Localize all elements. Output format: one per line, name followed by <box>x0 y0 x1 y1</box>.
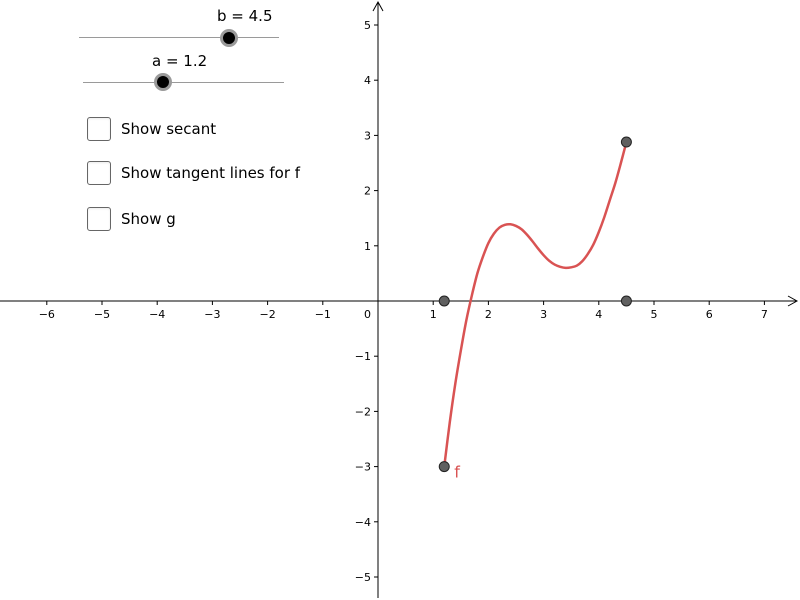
x-tick-label: −2 <box>259 308 275 321</box>
slider-b-track[interactable] <box>79 37 279 38</box>
slider-b-label: b = 4.5 <box>217 7 273 25</box>
checkbox-show-g[interactable]: Show g <box>87 207 176 231</box>
x-axis-arrow <box>787 295 799 307</box>
x-tick-label: −3 <box>204 308 220 321</box>
x-tick-label: 4 <box>595 308 602 321</box>
slider-b-knob[interactable] <box>220 29 238 47</box>
point[interactable] <box>438 295 450 307</box>
checkbox-show-secant[interactable]: Show secant <box>87 117 216 141</box>
y-tick-label: −1 <box>355 350 371 363</box>
y-tick-label: 4 <box>364 74 371 87</box>
x-tick-label: 5 <box>651 308 658 321</box>
y-tick-label: −4 <box>355 516 371 529</box>
checkbox-label: Show tangent lines for f <box>121 164 301 182</box>
function-f-label: f <box>454 463 460 482</box>
checkbox-box[interactable] <box>87 117 111 141</box>
x-tick-label: −5 <box>94 308 110 321</box>
x-tick-label: 6 <box>706 308 713 321</box>
y-axis-arrow <box>372 0 384 12</box>
checkbox-box[interactable] <box>87 207 111 231</box>
x-tick-label: −4 <box>149 308 165 321</box>
x-tick-label: −6 <box>39 308 55 321</box>
points-group <box>438 136 632 473</box>
y-tick-label: 3 <box>364 129 371 142</box>
y-tick-label: −3 <box>355 461 371 474</box>
point[interactable] <box>620 295 632 307</box>
y-tick-label: −2 <box>355 405 371 418</box>
function-f-curve[interactable] <box>442 140 628 468</box>
x-tick-label: −1 <box>315 308 331 321</box>
checkbox-box[interactable] <box>87 161 111 185</box>
point[interactable] <box>438 461 450 473</box>
y-tick-label: −5 <box>355 571 371 584</box>
y-tick-label: 5 <box>364 19 371 32</box>
x-tick-label: 2 <box>485 308 492 321</box>
slider-a-knob[interactable] <box>154 73 172 91</box>
origin-label: 0 <box>364 308 371 321</box>
checkbox-show-tangent-lines[interactable]: Show tangent lines for f <box>87 161 300 185</box>
checkbox-label: Show secant <box>121 120 217 138</box>
y-tick-label: 2 <box>364 185 371 198</box>
slider-a-track[interactable] <box>83 82 284 83</box>
point[interactable] <box>620 136 632 148</box>
y-tick-label: 1 <box>364 240 371 253</box>
x-tick-label: 1 <box>430 308 437 321</box>
x-tick-label: 7 <box>761 308 768 321</box>
slider-a-label: a = 1.2 <box>152 52 208 70</box>
checkbox-label: Show g <box>121 210 176 228</box>
x-tick-label: 3 <box>540 308 547 321</box>
function-f-curve-group <box>442 140 628 468</box>
